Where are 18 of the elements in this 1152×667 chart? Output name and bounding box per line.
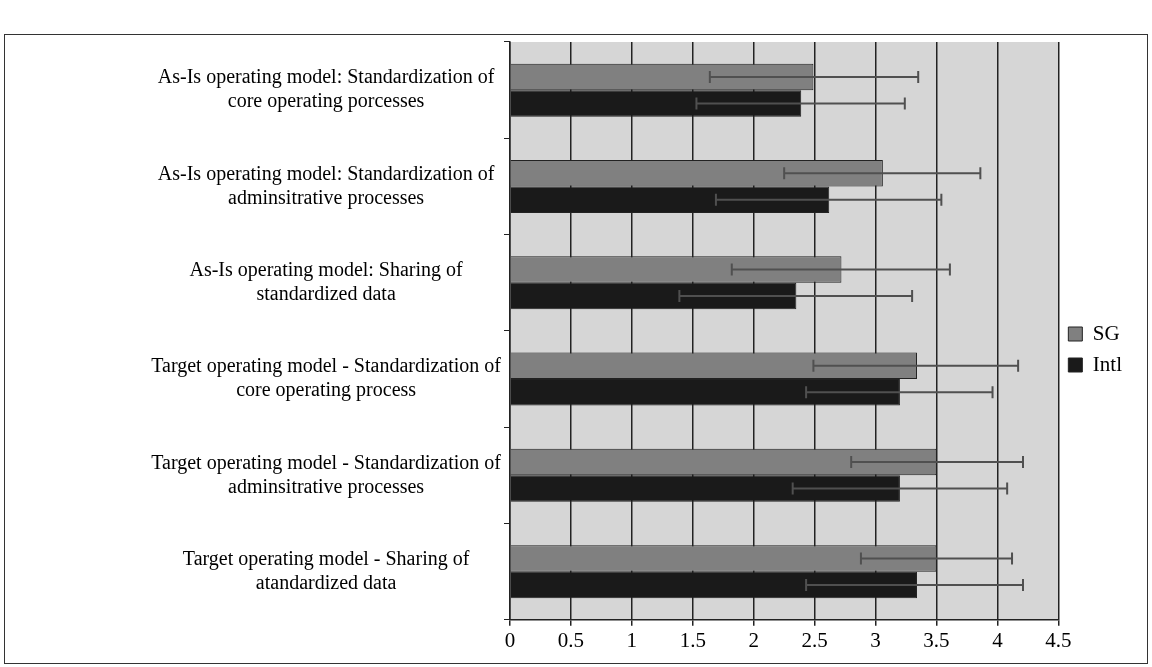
y-tick-label: Target operating model - Sharing of atandardized data (182, 546, 470, 593)
x-tick-label: 1 (626, 627, 638, 652)
x-tick-label: 4.5 (1045, 627, 1072, 652)
x-tick-label: 1.5 (679, 627, 706, 652)
y-tick-label: As-Is operating model: Standardization of core operating porcesses (157, 65, 495, 113)
x-tick-label: 2.5 (801, 627, 828, 652)
x-tick-label: 3 (870, 627, 881, 652)
legend-label: Intl (1092, 351, 1123, 376)
y-tick-label: As-Is operating model: Sharing of standardized data (189, 258, 464, 304)
y-tick-label: Target operating model - Standardization of adminsitrative processes (151, 450, 502, 498)
x-tick-label: 2 (748, 627, 759, 652)
y-tick-label: As-Is operating model: Standardization of adminsitrative processes (157, 161, 495, 209)
x-tick-label: 3.5 (923, 627, 950, 652)
y-tick-label: Target operating model - Standardization of core operating process (151, 354, 502, 402)
x-tick-label: 0.5 (557, 627, 585, 652)
x-tick-label: 0 (504, 627, 516, 652)
x-tick-label: 4 (992, 627, 1004, 652)
legend-label: SG (1092, 320, 1120, 345)
